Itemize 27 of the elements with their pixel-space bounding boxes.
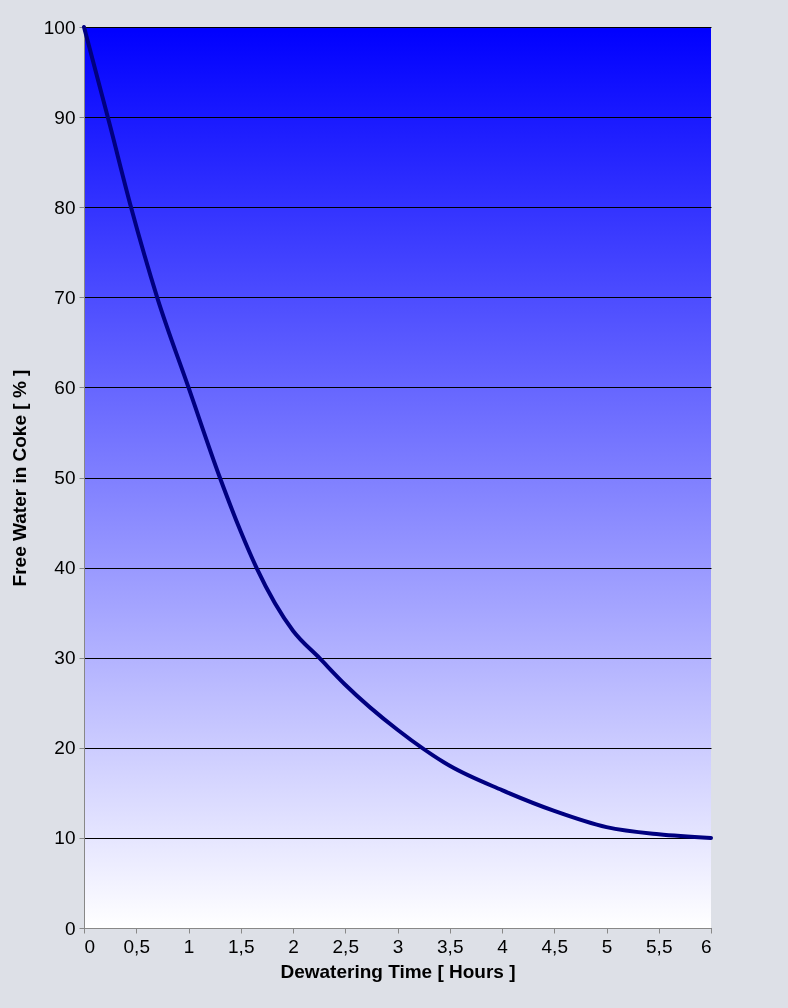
y-tick-label: 30 (54, 647, 76, 669)
y-tick-label: 90 (54, 106, 76, 128)
x-tick-label: 6 (700, 935, 712, 957)
x-axis-title: Dewatering Time [ Hours ] (280, 960, 516, 982)
x-tick-label: 2,5 (332, 935, 359, 957)
y-tick-label: 10 (54, 827, 76, 849)
y-axis-title: Free Water in Coke [ % ] (8, 369, 30, 587)
x-tick-label: 5,5 (646, 935, 673, 957)
x-tick-label: 4 (497, 935, 509, 957)
y-tick-label: 20 (54, 737, 76, 759)
y-tick-label: 0 (64, 917, 76, 939)
y-tick-label: 70 (54, 286, 76, 308)
x-tick-label: 5 (601, 935, 613, 957)
x-tick-label: 2 (288, 935, 299, 957)
line-series (82, 25, 713, 840)
x-tick-label: 0,5 (123, 935, 150, 957)
y-tick-label: 60 (54, 376, 76, 398)
x-tick-label: 3,5 (437, 935, 464, 957)
x-tick-label: 0 (84, 935, 96, 957)
y-tick-label: 40 (54, 557, 76, 579)
y-tick-label: 80 (54, 196, 76, 218)
x-tick-label: 1 (183, 935, 195, 957)
x-tick-label: 4,5 (541, 935, 568, 957)
x-tick-label: 1,5 (228, 935, 255, 957)
y-tick-label: 50 (54, 467, 76, 488)
x-tick-label: 3 (392, 935, 404, 957)
y-tick-label: 100 (43, 16, 76, 38)
